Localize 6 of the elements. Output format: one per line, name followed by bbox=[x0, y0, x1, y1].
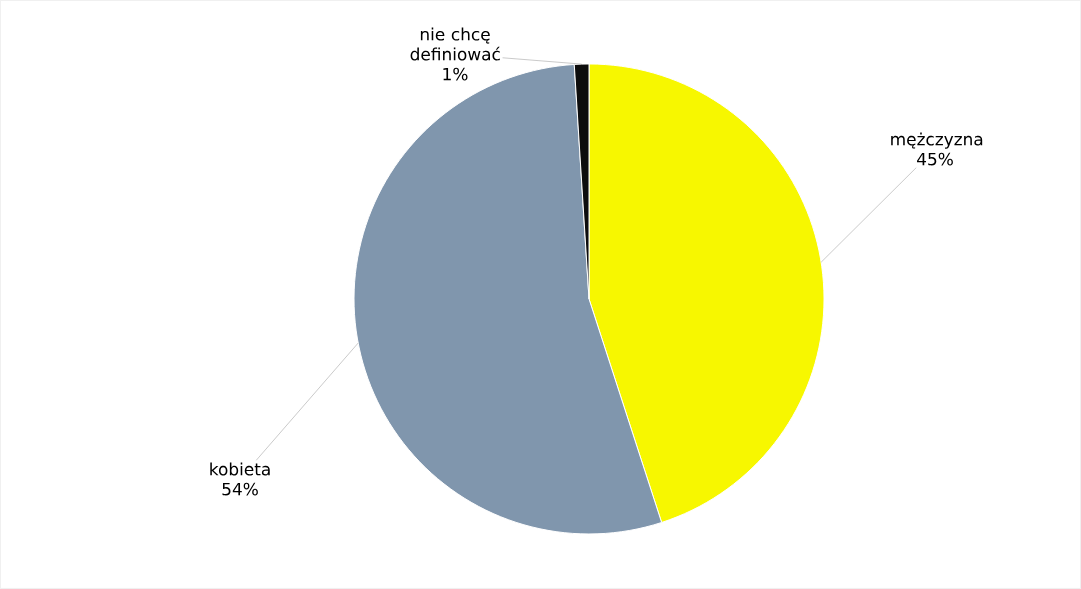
slice-label: mężczyzna bbox=[891, 132, 983, 149]
data-label: 1% bbox=[443, 67, 468, 81]
data-label: 54% bbox=[222, 482, 258, 496]
slice-label: kobieta bbox=[210, 462, 270, 476]
data-label: 45% bbox=[917, 152, 953, 166]
slice-label: nie chcę definiować bbox=[410, 27, 500, 61]
